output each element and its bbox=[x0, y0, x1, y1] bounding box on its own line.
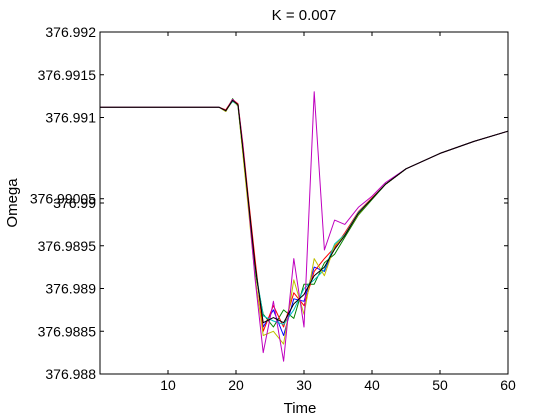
y-tick-label: 376.99005 bbox=[30, 191, 96, 207]
chart-title: K = 0.007 bbox=[272, 7, 337, 24]
x-axis: 10 20 30 40 50 60 bbox=[160, 32, 516, 393]
series-line-6 bbox=[100, 99, 509, 324]
y-tick-label: 376.988 bbox=[45, 366, 96, 382]
y-tick-label: 376.991 bbox=[45, 110, 96, 126]
x-tick-label: 30 bbox=[296, 377, 312, 393]
y-tick-label: 376.992 bbox=[45, 24, 96, 40]
y-tick-label: 376.9895 bbox=[38, 238, 97, 254]
x-tick-label: 60 bbox=[500, 377, 516, 393]
x-tick-label: 40 bbox=[364, 377, 380, 393]
y-tick-label: 376.9885 bbox=[38, 323, 97, 339]
x-tick-label: 10 bbox=[160, 377, 176, 393]
y-tick-label: 376.9915 bbox=[38, 67, 97, 83]
x-axis-title: Time bbox=[284, 400, 317, 417]
y-tick-label: 376.99 bbox=[53, 195, 96, 211]
y-axis-title: Omega bbox=[4, 178, 21, 228]
y-axis: 376.988376.9885376.989376.9895376.99376.… bbox=[30, 24, 508, 382]
x-tick-label: 50 bbox=[432, 377, 448, 393]
y-tick-label: 376.989 bbox=[45, 281, 96, 297]
series-layer bbox=[100, 91, 509, 362]
x-tick-label: 20 bbox=[228, 377, 244, 393]
